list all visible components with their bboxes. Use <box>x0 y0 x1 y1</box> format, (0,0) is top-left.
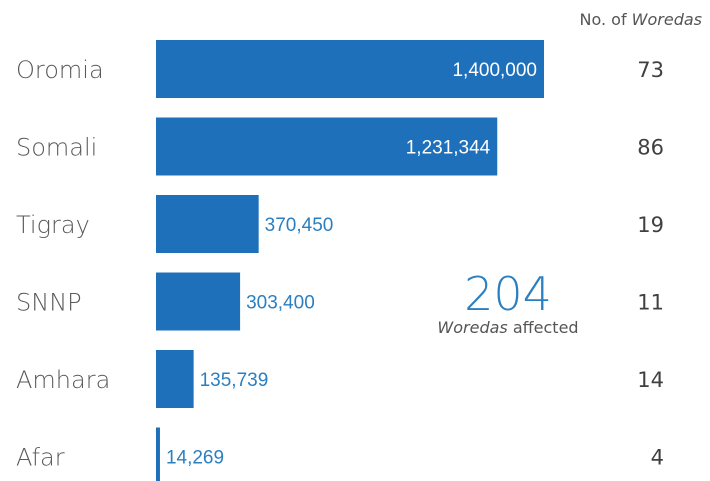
region-label: Amhara <box>16 366 110 394</box>
region-label: Afar <box>16 444 65 472</box>
bar <box>156 350 194 408</box>
total-woredas-callout: 204 Woredas affected <box>418 270 598 337</box>
bar-value-label: 1,400,000 <box>452 60 537 81</box>
caption-emphasis: Woredas <box>437 318 508 337</box>
bar-value-label: 303,400 <box>246 293 315 314</box>
bar <box>156 117 498 176</box>
bar <box>156 40 544 98</box>
bar <box>156 427 160 481</box>
woredas-column-header: No. of Woredas <box>580 10 702 29</box>
header-emphasis: Woredas <box>631 10 702 29</box>
bar-value-label: 135,739 <box>200 370 269 391</box>
woreda-count: 86 <box>637 136 664 160</box>
region-label: SNNP <box>16 289 82 317</box>
region-label: Somali <box>16 134 97 162</box>
bar-value-label: 1,231,344 <box>406 138 491 159</box>
caption-rest: affected <box>507 318 579 337</box>
woreda-count: 73 <box>637 58 664 82</box>
woreda-count: 19 <box>637 213 664 237</box>
total-woredas-value: 204 <box>464 267 552 321</box>
woreda-count: 14 <box>637 368 664 392</box>
woreda-count: 4 <box>651 446 664 470</box>
bar-value-label: 14,269 <box>166 448 224 469</box>
total-woredas-caption: Woredas affected <box>418 318 598 337</box>
bar <box>156 272 241 331</box>
header-prefix: No. of <box>579 10 632 29</box>
region-label: Tigray <box>16 211 90 239</box>
bar-value-label: 370,450 <box>265 215 334 236</box>
woreda-count: 11 <box>637 291 664 315</box>
region-label: Oromia <box>16 56 104 84</box>
bar <box>156 195 259 253</box>
